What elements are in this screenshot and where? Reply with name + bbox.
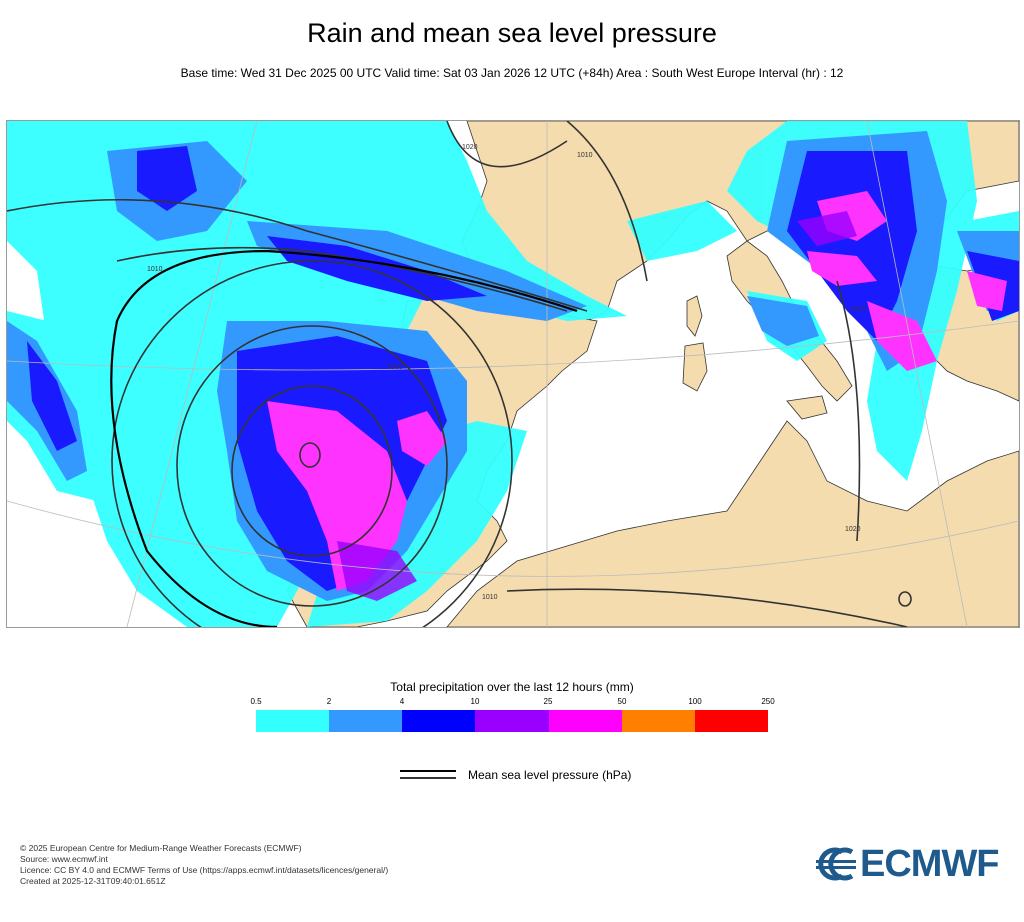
legend-color-bin [475, 710, 549, 732]
legend-color-bin [694, 710, 768, 732]
isobars [7, 121, 912, 627]
isobar-label: 1010 [577, 152, 593, 159]
weather-map: 1010 1020 1000 1010 1010 1020 1010 [6, 120, 1020, 628]
pressure-legend: Mean sea level pressure (hPa) [400, 768, 660, 784]
pressure-legend-line-secondary [400, 777, 456, 779]
legend-color-bin [621, 710, 695, 732]
legend-color-bin [402, 710, 476, 732]
isobar-label: 1010 [482, 594, 498, 601]
isobar-labels: 1010 1020 1000 1010 1010 1020 1010 [147, 144, 866, 601]
pressure-legend-label: Mean sea level pressure (hPa) [468, 768, 632, 782]
precip-color-bar [256, 710, 768, 732]
graticule [7, 121, 1019, 627]
footer-credits: © 2025 European Centre for Medium-Range … [20, 843, 388, 887]
isobar-label: 1020 [845, 526, 861, 533]
legend-tick: 4 [399, 697, 405, 706]
land-north-africa [446, 420, 1019, 627]
legend-tick: 0.5 [250, 697, 262, 706]
map-title: Rain and mean sea level pressure [307, 18, 717, 48]
map-subtitle: Base time: Wed 31 Dec 2025 00 UTC Valid … [180, 66, 844, 80]
isobar-label: 1010 [850, 306, 866, 313]
pressure-legend-line [400, 770, 456, 772]
ecmwf-logo-text: ECMWF [860, 842, 1000, 885]
ecmwf-logo: ECMWF [812, 843, 1000, 885]
legend-tick: 250 [761, 697, 775, 706]
ecmwf-logo-icon [816, 847, 856, 881]
legend-color-bin [329, 710, 403, 732]
isobars-thick [110, 249, 578, 627]
isobar-label: 1020 [462, 144, 478, 151]
footer-copyright: © 2025 European Centre for Medium-Range … [20, 843, 302, 853]
precip-heavy [27, 146, 1019, 591]
legend-tick: 10 [470, 697, 480, 706]
legend-tick: 50 [617, 697, 627, 706]
land-corsica [686, 295, 703, 337]
isobar-label: 1010 [147, 266, 163, 273]
land-sicily [786, 395, 828, 420]
footer-licence: Licence: CC BY 4.0 and ECMWF Terms of Us… [20, 865, 389, 875]
legend-tick: 2 [326, 697, 332, 706]
footer-created: Created at 2025-12-31T09:40:01.651Z [20, 876, 166, 886]
legend-color-bin [548, 710, 622, 732]
legend-tick: 100 [688, 697, 702, 706]
legend-color-bin [256, 710, 330, 732]
precip-extreme [337, 211, 857, 601]
footer-source: Source: www.ecmwf.int [20, 854, 108, 864]
precip-legend-title: Total precipitation over the last 12 hou… [390, 680, 634, 694]
isobar-label: 1000 [387, 364, 403, 371]
legend-tick: 25 [543, 697, 553, 706]
precip-legend-ticks: 0.5 2 4 10 25 50 100 250 [250, 697, 774, 709]
